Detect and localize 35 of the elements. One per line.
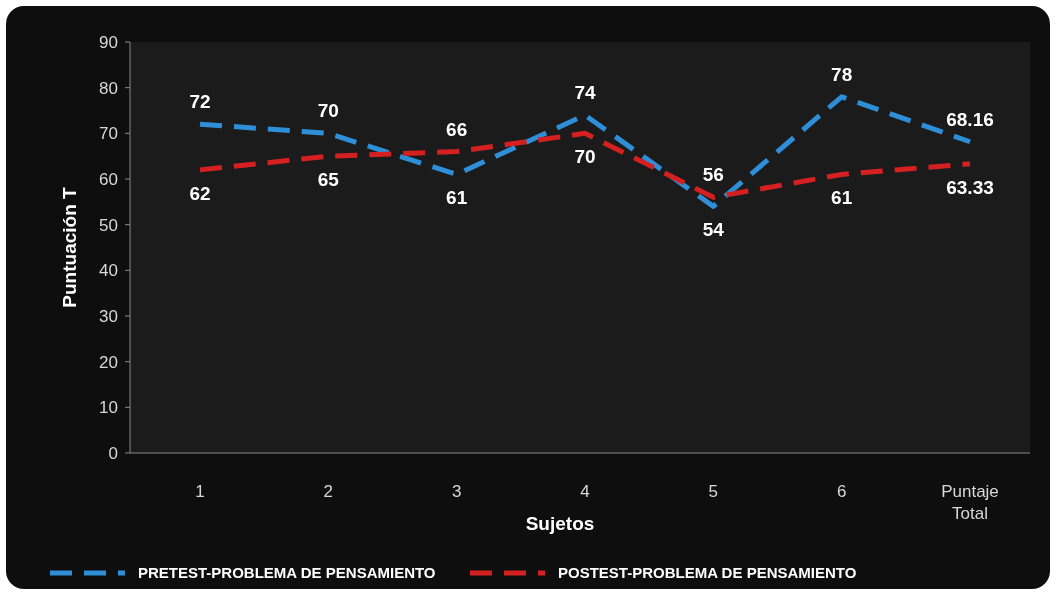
data-label: 56 (702, 164, 724, 186)
y-axis-title: Puntuación T (59, 186, 80, 308)
data-label: 65 (317, 169, 340, 191)
data-label: 70 (317, 100, 339, 122)
y-tick-label: 20 (99, 352, 118, 372)
data-label: 61 (446, 187, 468, 209)
y-tick-label: 10 (99, 398, 118, 418)
y-tick-label: 0 (108, 443, 118, 463)
data-label: 72 (189, 91, 211, 113)
y-tick-label: 30 (99, 306, 118, 326)
data-label: 70 (574, 146, 596, 168)
y-tick-label: 90 (99, 32, 118, 52)
x-tick-label: Puntaje Total (941, 482, 999, 523)
y-tick-label: 40 (99, 261, 118, 281)
x-tick-label: 4 (580, 482, 590, 501)
data-label: 68.16 (946, 108, 994, 130)
data-label: 74 (574, 82, 596, 104)
x-axis-title: Sujetos (525, 513, 595, 534)
data-label: 66 (446, 118, 468, 140)
x-tick-label: 5 (708, 482, 719, 501)
data-label: 61 (831, 187, 853, 209)
x-tick-label: 1 (195, 482, 205, 501)
x-tick-label: 2 (323, 482, 334, 501)
y-tick-label: 50 (99, 215, 118, 235)
y-tick-label: 60 (99, 169, 118, 189)
data-label: 54 (702, 219, 725, 241)
legend-label: POSTEST-PROBLEMA DE PENSAMIENTO (558, 564, 857, 582)
data-label: 62 (189, 182, 211, 204)
x-tick-label: 3 (451, 482, 462, 501)
legend-label: PRETEST-PROBLEMA DE PENSAMIENTO (138, 564, 436, 582)
y-tick-label: 70 (99, 124, 118, 144)
y-tick-label: 80 (99, 78, 118, 98)
x-tick-label: 6 (836, 482, 847, 501)
data-label: 78 (831, 63, 853, 85)
data-label: 63.33 (946, 176, 994, 198)
